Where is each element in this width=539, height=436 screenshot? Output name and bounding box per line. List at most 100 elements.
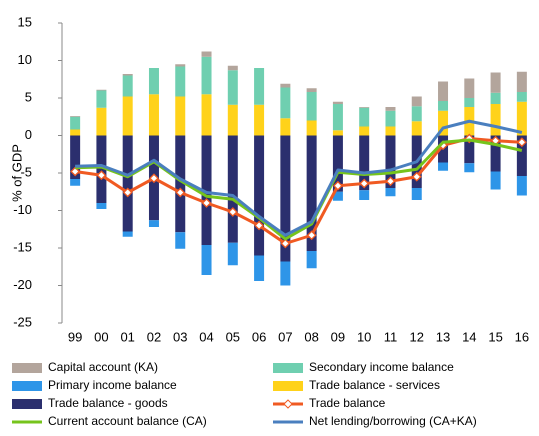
bar <box>490 135 501 172</box>
x-tick-label: 16 <box>515 329 529 344</box>
bar <box>306 88 317 92</box>
bar <box>411 121 422 136</box>
marker <box>96 170 107 181</box>
bar <box>201 135 212 245</box>
bar <box>306 251 317 269</box>
bar <box>96 107 107 136</box>
bar <box>122 75 133 97</box>
x-tick-label: 14 <box>462 329 476 344</box>
bar <box>306 120 317 136</box>
bar <box>306 135 317 251</box>
bar <box>385 107 396 111</box>
legend-swatch <box>273 363 303 373</box>
bar <box>411 188 422 200</box>
bar <box>175 64 186 67</box>
x-tick-label: 02 <box>147 329 161 344</box>
x-tick-label: 15 <box>488 329 502 344</box>
marker <box>122 187 133 198</box>
bar <box>280 83 291 88</box>
bar <box>438 101 449 111</box>
bar <box>385 110 396 127</box>
bar <box>148 220 159 227</box>
bar <box>280 135 291 262</box>
bar <box>175 66 186 97</box>
x-tick-label: 05 <box>226 329 240 344</box>
bar <box>70 179 81 186</box>
bar <box>411 106 422 122</box>
bar <box>490 104 501 136</box>
bar <box>332 191 343 201</box>
bar <box>332 135 343 192</box>
bar <box>201 51 212 57</box>
y-tick-label: 10 <box>18 52 32 67</box>
bar <box>332 101 343 104</box>
bar <box>201 56 212 95</box>
bar <box>254 104 265 136</box>
bar <box>490 72 501 93</box>
bar <box>70 116 81 117</box>
bar <box>96 203 107 209</box>
bar <box>96 89 107 91</box>
bar <box>280 261 291 286</box>
x-tick-label: 01 <box>120 329 134 344</box>
bar <box>148 94 159 136</box>
line <box>75 138 523 241</box>
y-tick-label: -25 <box>13 314 32 329</box>
marker <box>411 171 422 182</box>
y-tick-label: -20 <box>13 277 32 292</box>
bar <box>254 255 265 281</box>
bar <box>227 65 238 71</box>
bar <box>70 129 81 136</box>
bar <box>385 188 396 197</box>
bar <box>490 92 501 104</box>
line <box>74 137 522 245</box>
legend-label: Current account balance (CA) <box>48 414 207 428</box>
legend-label: Net lending/borrowing (CA+KA) <box>309 414 477 428</box>
bar <box>385 135 396 188</box>
bar <box>516 71 527 92</box>
x-tick-label: 13 <box>436 329 450 344</box>
x-tick-label: 10 <box>357 329 371 344</box>
marker <box>280 238 291 249</box>
marker <box>254 220 265 231</box>
bar <box>122 231 133 237</box>
marker <box>227 207 238 217</box>
bar <box>359 107 370 127</box>
bar <box>227 104 238 136</box>
bar <box>254 135 265 256</box>
y-axis-label: % of GDP <box>9 144 24 202</box>
line <box>75 119 523 237</box>
y-tick-label: 5 <box>25 89 32 104</box>
bar <box>332 130 343 136</box>
y-tick-label: 15 <box>18 14 32 29</box>
legend-marker <box>283 399 293 409</box>
bar <box>175 96 186 136</box>
bar <box>175 232 186 249</box>
x-tick-label: 99 <box>68 329 82 344</box>
x-tick-label: 09 <box>331 329 345 344</box>
legend-label: Trade balance <box>309 396 386 410</box>
bar <box>280 87 291 119</box>
x-tick-label: 07 <box>278 329 292 344</box>
y-tick-label: -5 <box>20 164 32 179</box>
bar <box>122 135 133 232</box>
bar <box>175 135 186 233</box>
x-tick-label: 11 <box>384 329 398 344</box>
legend-label: Trade balance - goods <box>48 396 168 410</box>
bar <box>96 135 107 203</box>
bar <box>96 90 107 108</box>
y-tick-label: -10 <box>13 202 32 217</box>
legend-swatch <box>12 381 42 391</box>
marker <box>332 180 343 191</box>
bar <box>122 74 133 76</box>
x-tick-label: 03 <box>173 329 187 344</box>
bar <box>359 190 370 200</box>
bar <box>438 81 449 101</box>
bar <box>227 70 238 105</box>
x-tick-label: 08 <box>304 329 318 344</box>
bar <box>359 107 370 108</box>
legend-swatch <box>12 363 42 373</box>
legend-label: Capital account (KA) <box>48 360 158 374</box>
